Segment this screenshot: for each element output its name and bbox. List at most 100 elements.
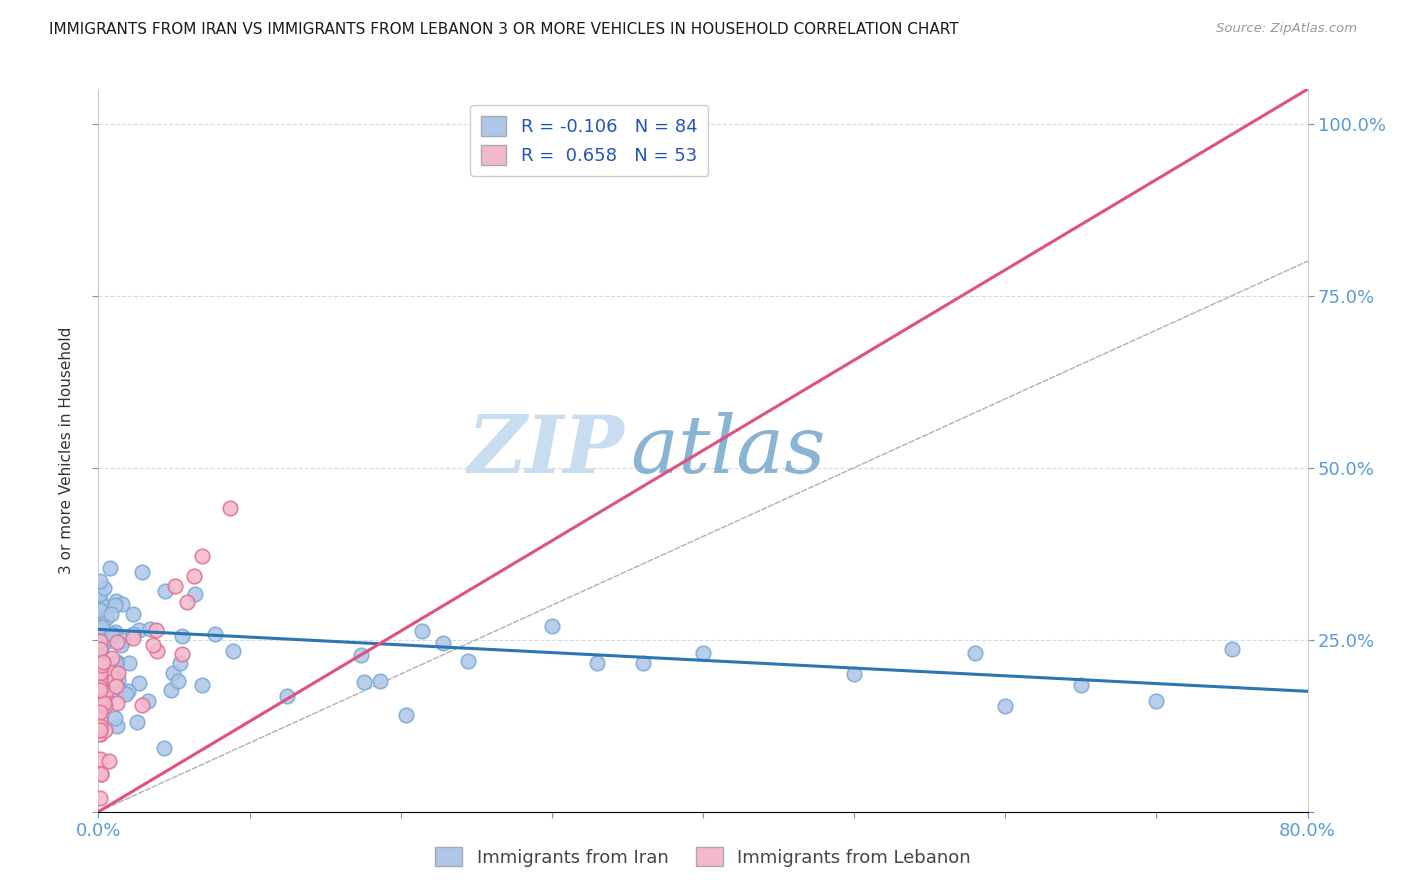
- Point: [89, 727, 111, 741]
- Point: [153, 584, 176, 599]
- Point: [142, 638, 165, 652]
- Point: [91, 673, 114, 687]
- Point: [112, 632, 135, 647]
- Point: [115, 687, 138, 701]
- Point: [91, 656, 114, 670]
- Point: [204, 626, 226, 640]
- Point: [121, 632, 143, 646]
- Point: [104, 598, 127, 612]
- Point: [165, 579, 187, 593]
- Point: [108, 681, 131, 696]
- Point: [89, 603, 111, 617]
- Point: [432, 636, 454, 650]
- Point: [89, 641, 111, 656]
- Point: [353, 675, 375, 690]
- Point: [89, 715, 111, 730]
- Point: [89, 647, 111, 661]
- Point: [100, 607, 122, 621]
- Point: [131, 698, 153, 713]
- Point: [170, 629, 193, 643]
- Point: [368, 673, 391, 688]
- Point: [89, 667, 111, 681]
- Point: [91, 655, 114, 669]
- Point: [395, 707, 418, 722]
- Point: [103, 673, 125, 687]
- Point: [93, 699, 115, 714]
- Point: [276, 690, 298, 704]
- Y-axis label: 3 or more Vehicles in Household: 3 or more Vehicles in Household: [59, 326, 75, 574]
- Point: [350, 648, 373, 663]
- Point: [183, 569, 205, 583]
- Point: [89, 718, 111, 732]
- Legend: Immigrants from Iran, Immigrants from Lebanon: Immigrants from Iran, Immigrants from Le…: [427, 840, 979, 874]
- Point: [96, 610, 118, 624]
- Point: [93, 670, 115, 684]
- Point: [89, 673, 111, 688]
- Point: [153, 741, 176, 756]
- Point: [105, 634, 128, 648]
- Point: [89, 645, 111, 659]
- Point: [90, 597, 112, 611]
- Point: [128, 676, 150, 690]
- Point: [96, 683, 118, 698]
- Point: [219, 500, 242, 515]
- Point: [540, 619, 562, 633]
- Point: [122, 627, 145, 641]
- Point: [162, 665, 184, 680]
- Point: [111, 597, 134, 611]
- Point: [994, 698, 1017, 713]
- Point: [90, 641, 112, 656]
- Point: [146, 644, 169, 658]
- Point: [89, 697, 111, 711]
- Point: [107, 666, 129, 681]
- Point: [1220, 641, 1243, 656]
- Point: [89, 727, 111, 741]
- Point: [89, 661, 111, 675]
- Point: [104, 594, 127, 608]
- Point: [91, 657, 114, 672]
- Point: [100, 630, 122, 644]
- Point: [90, 596, 112, 610]
- Point: [98, 663, 121, 677]
- Point: [89, 672, 111, 686]
- Point: [89, 695, 111, 709]
- Point: [191, 678, 214, 692]
- Point: [89, 683, 111, 698]
- Point: [128, 623, 150, 637]
- Point: [122, 607, 145, 622]
- Point: [110, 638, 132, 652]
- Point: [89, 657, 111, 671]
- Point: [145, 623, 167, 637]
- Point: [89, 791, 111, 805]
- Point: [93, 696, 115, 710]
- Point: [104, 624, 127, 639]
- Point: [89, 615, 111, 630]
- Point: [1144, 694, 1167, 708]
- Point: [131, 565, 153, 579]
- Text: atlas: atlas: [630, 412, 825, 489]
- Text: IMMIGRANTS FROM IRAN VS IMMIGRANTS FROM LEBANON 3 OR MORE VEHICLES IN HOUSEHOLD : IMMIGRANTS FROM IRAN VS IMMIGRANTS FROM …: [49, 22, 959, 37]
- Point: [98, 561, 121, 575]
- Point: [136, 694, 159, 708]
- Point: [104, 711, 127, 725]
- Point: [107, 696, 129, 710]
- Point: [89, 636, 111, 650]
- Point: [457, 654, 479, 668]
- Point: [104, 656, 127, 670]
- Legend: R = -0.106   N = 84, R =  0.658   N = 53: R = -0.106 N = 84, R = 0.658 N = 53: [470, 105, 709, 176]
- Point: [117, 656, 139, 670]
- Point: [91, 690, 114, 705]
- Point: [125, 714, 148, 729]
- Point: [91, 701, 114, 715]
- Text: ZIP: ZIP: [468, 412, 624, 489]
- Point: [105, 679, 128, 693]
- Point: [172, 647, 194, 661]
- Point: [89, 681, 111, 695]
- Point: [90, 767, 112, 781]
- Point: [107, 673, 129, 688]
- Point: [160, 683, 183, 698]
- Point: [89, 626, 111, 640]
- Point: [96, 632, 118, 647]
- Point: [965, 646, 987, 660]
- Text: Source: ZipAtlas.com: Source: ZipAtlas.com: [1216, 22, 1357, 36]
